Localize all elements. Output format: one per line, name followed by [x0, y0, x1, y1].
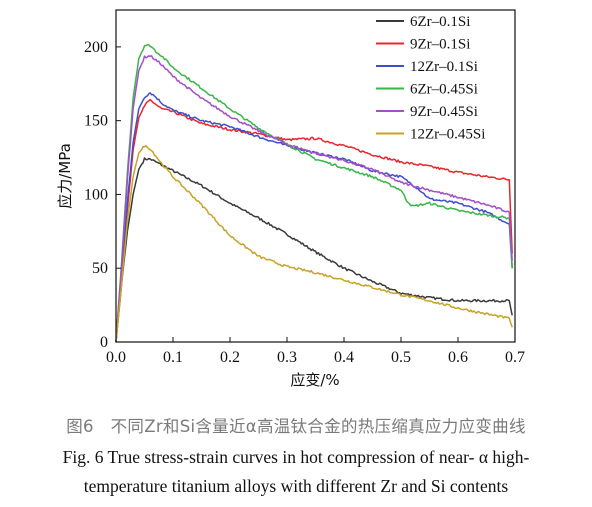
y-axis-title: 应力/MPa [56, 143, 74, 209]
stress-strain-chart: 0.0 0.1 0.2 0.3 0.4 0.5 0.6 0.7 0 50 100 150 200 应变… [56, 9, 525, 389]
legend-label: 12Zr–0.1Si [410, 59, 478, 75]
legend-label: 6Zr–0.1Si [410, 14, 470, 30]
series-line-5 [115, 144, 513, 343]
legend-label: 12Zr–0.45Si [410, 127, 485, 143]
series-line-2 [115, 92, 513, 343]
x-tick-label: 0.4 [334, 349, 354, 366]
x-tick-label: 0.2 [220, 349, 240, 366]
x-axis-ticks: 0.0 0.1 0.2 0.3 0.4 0.5 0.6 0.7 [106, 337, 525, 366]
series-line-3 [115, 43, 513, 343]
legend-label: 9Zr–0.45Si [410, 104, 478, 120]
x-tick-label: 0.0 [106, 349, 126, 366]
legend-label: 6Zr–0.45Si [410, 82, 478, 98]
y-tick-label: 100 [84, 186, 108, 203]
legend-label: 9Zr–0.1Si [410, 37, 470, 53]
legend: 6Zr–0.1Si 9Zr–0.1Si 12Zr–0.1Si 6Zr–0.45Si 9Z… [376, 14, 485, 143]
x-axis-title: 应变/% [290, 371, 339, 389]
y-tick-label: 150 [84, 113, 108, 130]
x-tick-label: 0.7 [505, 349, 525, 366]
figure-caption-english-line1: Fig. 6 True stress-strain curves in hot … [62, 447, 530, 467]
series-line-0 [115, 157, 513, 343]
y-axis-ticks: 0 50 100 150 200 [84, 39, 121, 351]
x-tick-label: 0.5 [391, 349, 411, 366]
plot-lines [115, 43, 513, 343]
series-line-4 [115, 55, 513, 343]
y-tick-label: 50 [92, 260, 108, 277]
x-tick-label: 0.1 [163, 349, 183, 366]
series-line-1 [115, 98, 513, 343]
y-tick-label: 200 [84, 39, 108, 56]
x-tick-label: 0.3 [277, 349, 297, 366]
figure-caption-chinese: 图6 不同Zr和Si含量近α高温钛合金的热压缩真应力应变曲线 [66, 417, 526, 436]
y-tick-label: 0 [100, 334, 108, 351]
figure-caption-english-line2: temperature titanium alloys with differe… [83, 476, 509, 496]
plot-frame [115, 9, 516, 343]
x-tick-label: 0.6 [448, 349, 468, 366]
